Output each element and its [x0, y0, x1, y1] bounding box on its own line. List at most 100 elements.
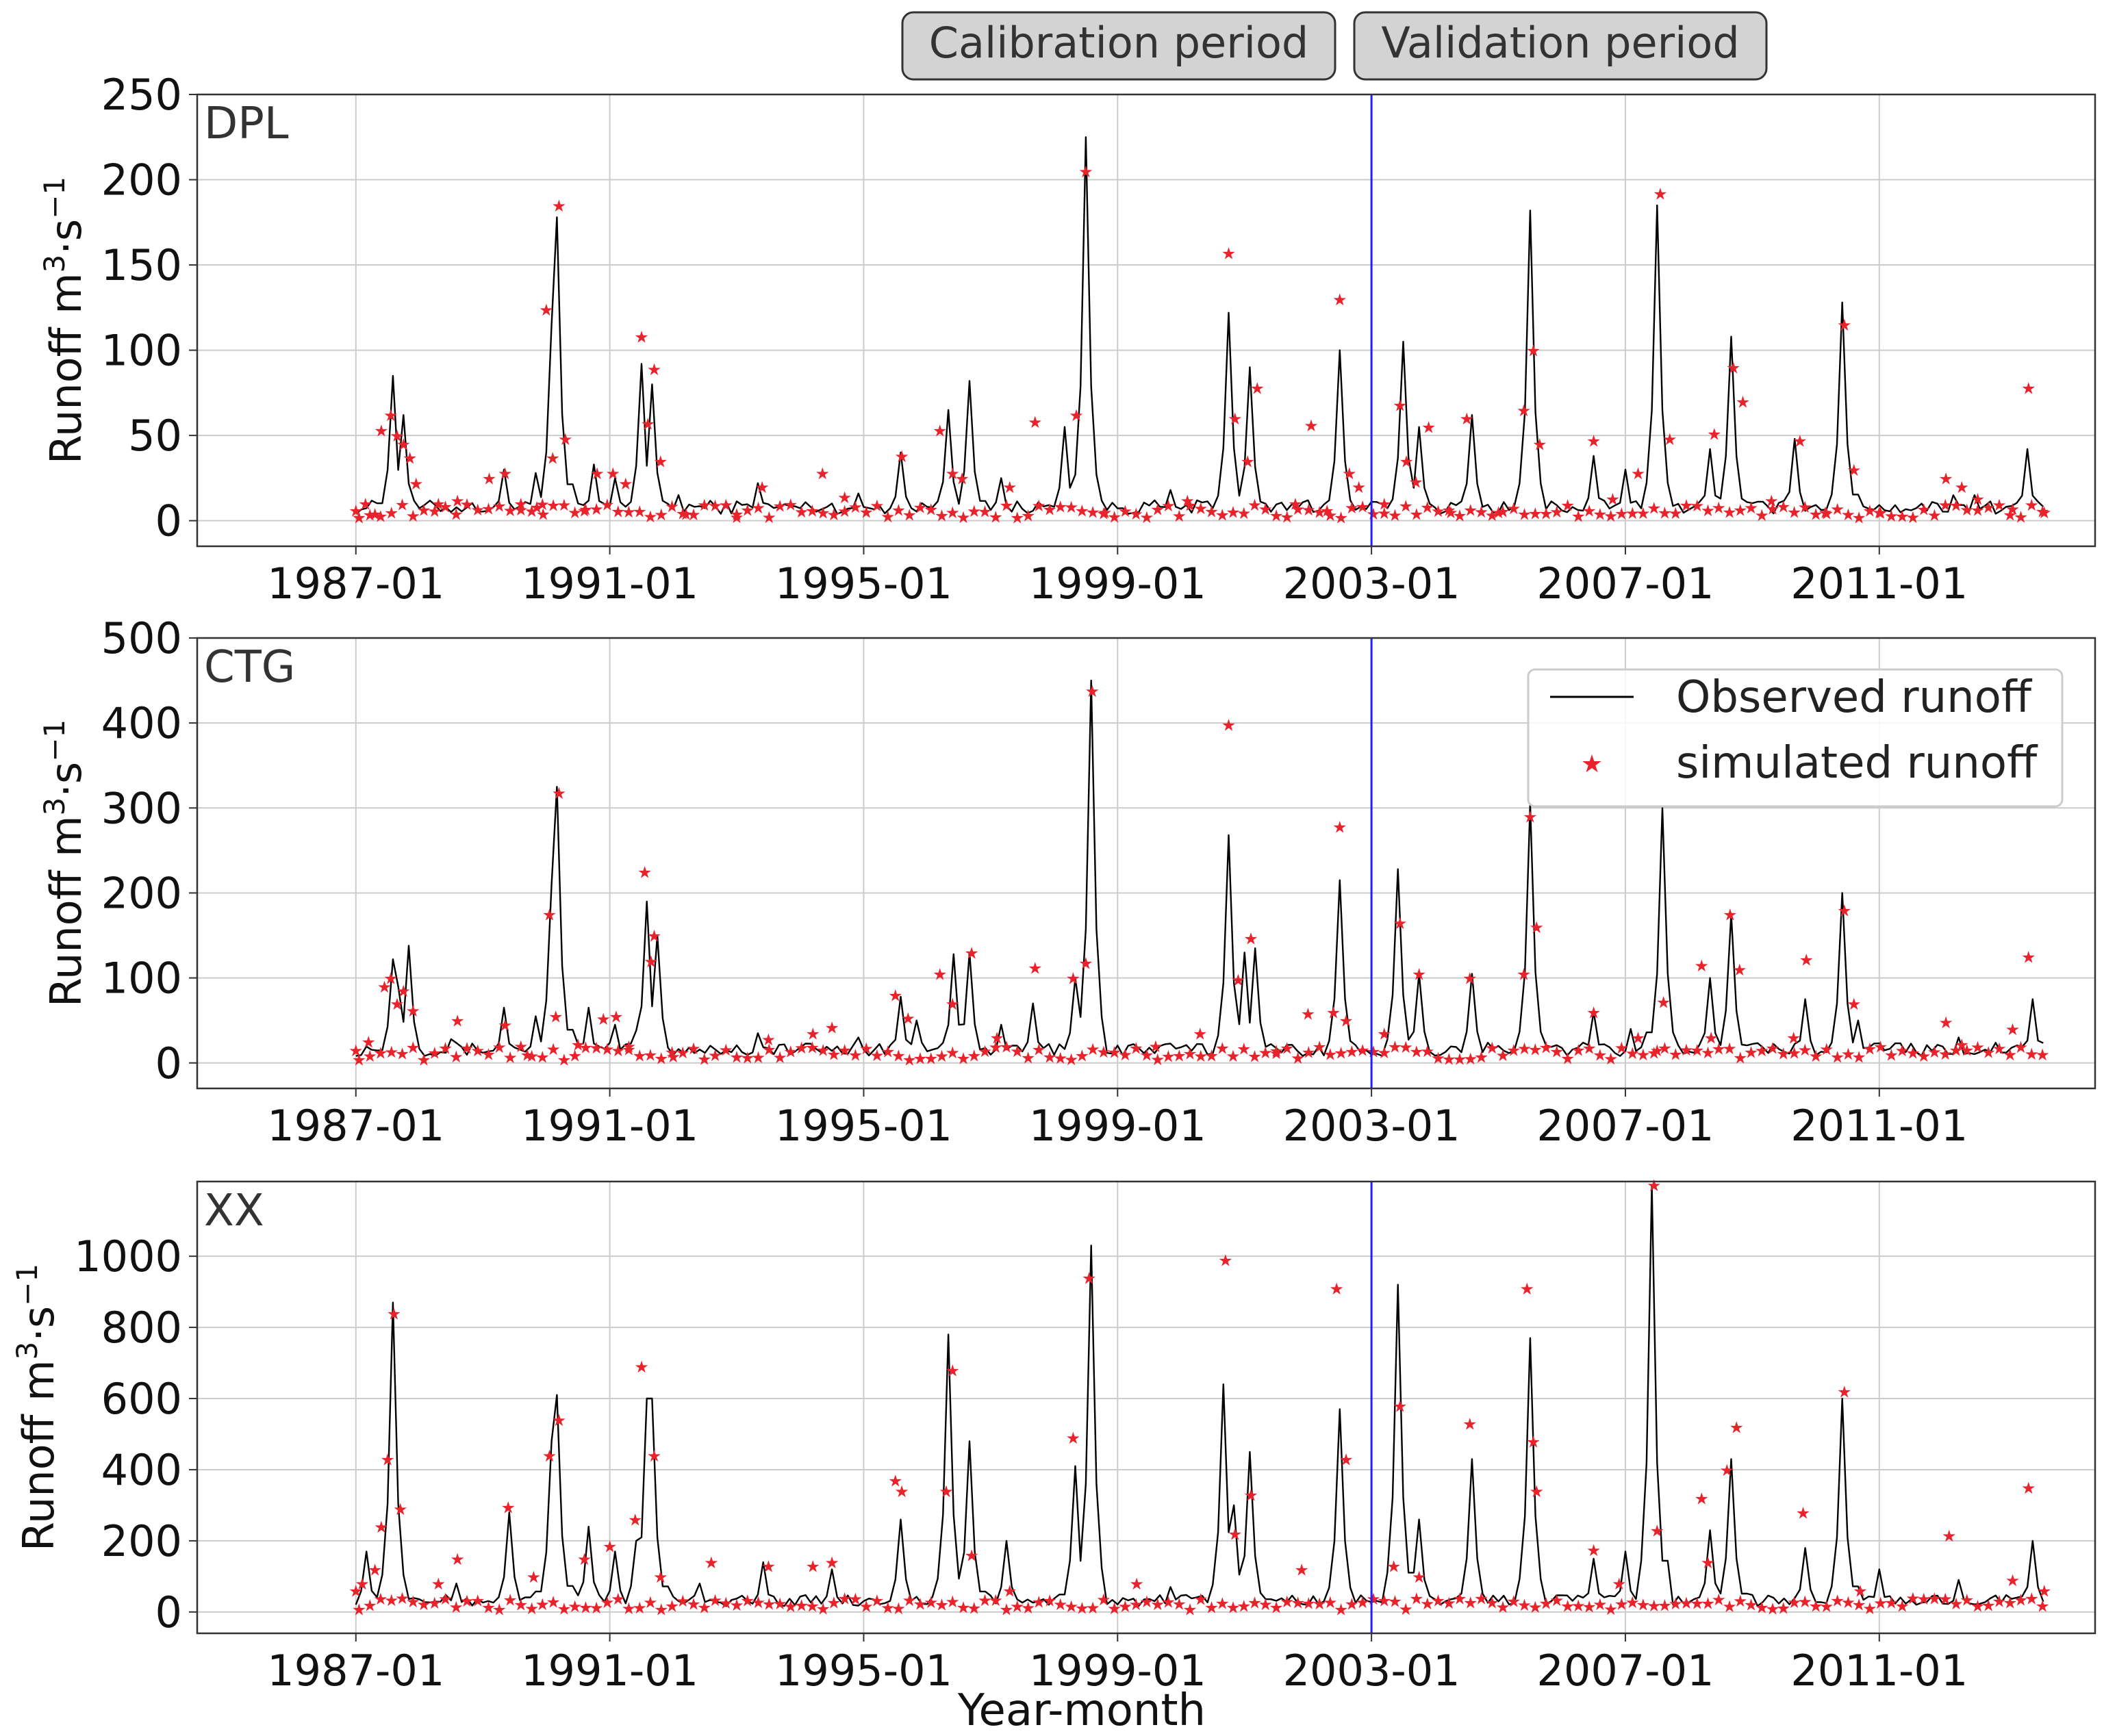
simulated-runoff-point: ★	[2014, 508, 2029, 527]
simulated-runoff-point: ★	[611, 1590, 626, 1609]
simulated-runoff-point: ★	[498, 1016, 513, 1035]
simulated-runoff-point: ★	[891, 1599, 907, 1618]
simulated-runoff-point: ★	[708, 496, 723, 515]
simulated-runoff-point: ★	[557, 496, 572, 515]
simulated-runoff-point: ★	[1798, 1592, 1813, 1611]
simulated-runoff-point: ★	[1679, 1594, 1694, 1613]
simulated-runoff-point: ★	[772, 496, 787, 515]
simulated-runoff-point: ★	[416, 1595, 431, 1614]
simulated-runoff-point: ★	[1631, 464, 1646, 483]
simulated-runoff-point: ★	[1096, 1043, 1111, 1062]
simulated-runoff-point: ★	[654, 1049, 669, 1068]
simulated-runoff-point: ★	[622, 502, 637, 522]
simulated-runoff-point: ★	[1463, 501, 1478, 520]
y-axis-label-main: Runoff m	[41, 816, 91, 1008]
simulated-runoff-point: ★	[1250, 379, 1265, 398]
simulated-runoff-point: ★	[431, 1574, 446, 1594]
simulated-runoff-point: ★	[1650, 1521, 1665, 1540]
simulated-runoff-point: ★	[1193, 1047, 1208, 1066]
simulated-runoff-point: ★	[924, 1593, 939, 1612]
simulated-runoff-point: ★	[1949, 1041, 1964, 1060]
simulated-runoff-point: ★	[1237, 504, 1252, 523]
simulated-runoff-point: ★	[686, 1595, 701, 1614]
simulated-runoff-point: ★	[373, 1043, 388, 1062]
simulated-runoff-point: ★	[1452, 506, 1467, 525]
simulated-runoff-point: ★	[605, 464, 620, 483]
simulated-runoff-point: ★	[1711, 1590, 1726, 1609]
simulated-runoff-point: ★	[1441, 500, 1456, 520]
y-axis-label-sup: 3	[10, 1342, 44, 1360]
simulated-runoff-point: ★	[1528, 504, 1543, 523]
simulated-runoff-point: ★	[1226, 503, 1241, 522]
simulated-runoff-point: ★	[1837, 316, 1852, 335]
simulated-runoff-point: ★	[945, 1043, 960, 1062]
simulated-runoff-point: ★	[2037, 1582, 2052, 1601]
simulated-runoff-point: ★	[579, 1038, 594, 1058]
simulated-runoff-point: ★	[1269, 507, 1284, 526]
simulated-runoff-point: ★	[1409, 505, 1424, 524]
simulated-runoff-point: ★	[1221, 716, 1237, 735]
simulated-runoff-point: ★	[1992, 1592, 2007, 1611]
simulated-runoff-point: ★	[1949, 496, 1964, 515]
simulated-runoff-point: ★	[913, 1049, 928, 1068]
simulated-runoff-point: ★	[1393, 914, 1408, 933]
simulated-runoff-point: ★	[913, 1595, 928, 1614]
simulated-runoff-point: ★	[1021, 1049, 1036, 1068]
simulated-runoff-point: ★	[1744, 1596, 1759, 1615]
simulated-runoff-point: ★	[1085, 502, 1100, 522]
simulated-runoff-point: ★	[1736, 392, 1751, 411]
y-axis-label: Runoff m3·s−1	[38, 719, 91, 1007]
simulated-runoff-point: ★	[859, 502, 874, 522]
simulated-runoff-point: ★	[978, 502, 993, 522]
simulated-runoff-point: ★	[438, 498, 453, 517]
simulated-runoff-point: ★	[989, 508, 1004, 527]
simulated-runoff-point: ★	[637, 863, 652, 882]
simulated-runoff-point: ★	[1549, 502, 1564, 522]
simulated-runoff-point: ★	[1366, 505, 1381, 524]
simulated-runoff-point: ★	[1075, 1047, 1090, 1066]
simulated-runoff-point: ★	[837, 1041, 852, 1060]
simulated-runoff-point: ★	[1075, 1599, 1090, 1618]
simulated-runoff-point: ★	[1495, 1046, 1510, 1065]
simulated-runoff-point: ★	[1560, 1597, 1575, 1616]
simulated-runoff-point: ★	[848, 1590, 863, 1609]
simulated-runoff-point: ★	[945, 503, 960, 522]
simulated-runoff-point: ★	[666, 1047, 681, 1067]
simulated-runoff-point: ★	[1002, 1582, 1017, 1601]
simulated-runoff-point: ★	[1288, 495, 1303, 514]
simulated-runoff-point: ★	[1491, 503, 1506, 522]
x-tick-label: 1995-01	[775, 559, 952, 609]
simulated-runoff-point: ★	[935, 1047, 950, 1066]
panel-xx: ★★★★★★★★★★★★★★★★★★★★ ★ ★ ★★★ ★★★★★★★★★★★★★★★…	[10, 1176, 2096, 1696]
simulated-runoff-point: ★	[924, 500, 939, 520]
simulated-runoff-point: ★	[2021, 1479, 2036, 1498]
simulated-runoff-point: ★	[891, 500, 907, 520]
simulated-runoff-point: ★	[1604, 507, 1619, 526]
simulated-runoff-point: ★	[1694, 1490, 1709, 1509]
simulated-runoff-point: ★	[2021, 948, 2036, 967]
simulated-runoff-point: ★	[405, 1592, 420, 1611]
simulated-runoff-point: ★	[459, 1592, 474, 1611]
simulated-runoff-point: ★	[945, 1361, 960, 1380]
simulated-runoff-point: ★	[622, 1041, 637, 1060]
simulated-runoff-point: ★	[2035, 502, 2050, 522]
simulated-runoff-point: ★	[492, 497, 507, 516]
simulated-runoff-point: ★	[1992, 1039, 2007, 1058]
simulated-runoff-point: ★	[1571, 1596, 1586, 1616]
simulated-runoff-point: ★	[1118, 1597, 1133, 1616]
simulated-runoff-point: ★	[352, 1600, 367, 1620]
simulated-runoff-point: ★	[1412, 965, 1427, 984]
simulated-runoff-point: ★	[546, 1592, 561, 1611]
simulated-runoff-point: ★	[653, 1568, 668, 1587]
simulated-runoff-point: ★	[1916, 500, 1931, 520]
x-tick-label: 2007-01	[1536, 1101, 1714, 1151]
simulated-runoff-point: ★	[1847, 995, 1862, 1014]
simulated-runoff-point: ★	[427, 1594, 442, 1613]
simulated-runoff-point: ★	[1215, 505, 1230, 524]
simulated-runoff-point: ★	[348, 1582, 364, 1601]
simulated-runoff-point: ★	[1819, 1040, 1834, 1059]
simulated-runoff-point: ★	[1096, 1590, 1111, 1609]
axes-frame	[196, 93, 2096, 548]
simulated-runoff-point: ★	[1388, 506, 1403, 525]
simulated-runoff-point: ★	[524, 1599, 540, 1618]
